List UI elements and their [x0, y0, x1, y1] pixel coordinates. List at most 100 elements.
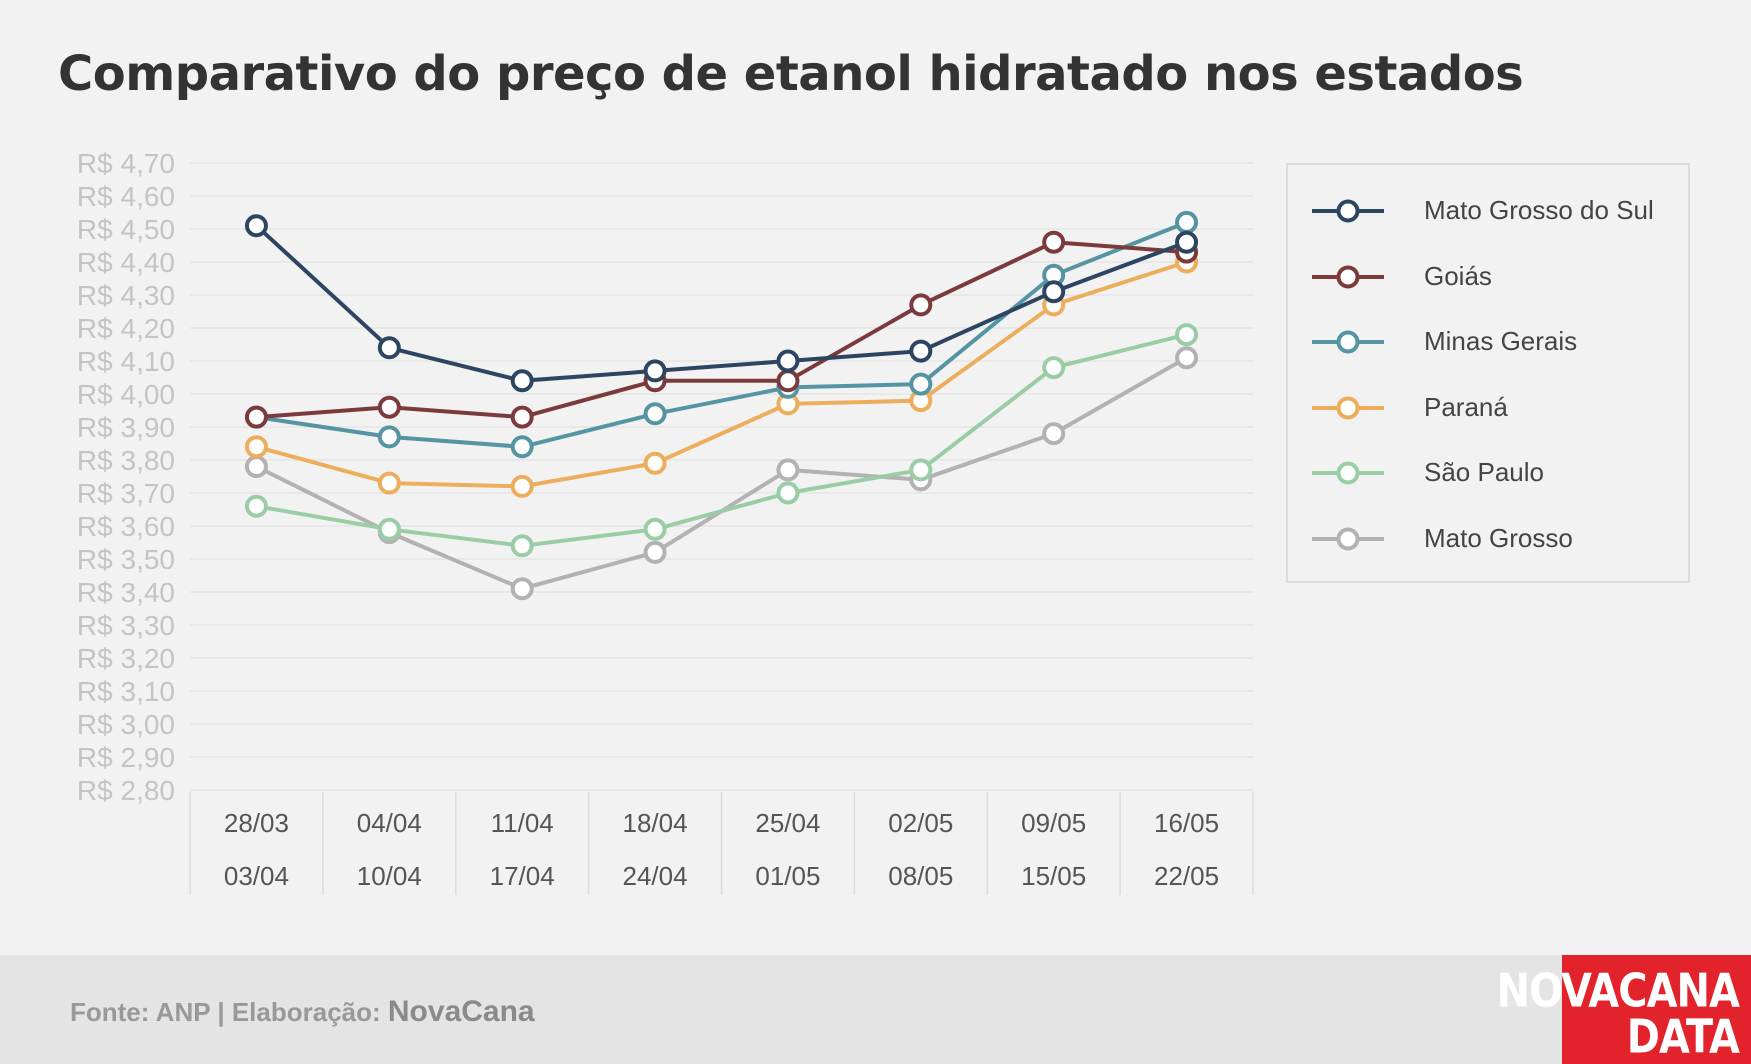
y-tick-label: R$ 4,10: [77, 346, 175, 377]
y-tick-label: R$ 4,60: [77, 181, 175, 212]
data-point: [510, 577, 534, 601]
legend-swatch: [1312, 265, 1384, 289]
x-tick-label-end: 03/04: [224, 861, 289, 891]
data-point: [377, 336, 401, 360]
x-tick-label-start: 25/04: [755, 808, 820, 838]
x-tick-label-end: 15/05: [1021, 861, 1086, 891]
x-tick-label-start: 04/04: [357, 808, 422, 838]
y-tick-label: R$ 4,00: [77, 379, 175, 410]
y-tick-label: R$ 3,40: [77, 577, 175, 608]
data-point: [244, 455, 268, 479]
footer: Fonte: ANP | Elaboração: NovaCana: [0, 955, 1751, 1064]
chart-title: Comparativo do preço de etanol hidratado…: [58, 46, 1524, 102]
data-point: [510, 474, 534, 498]
data-point: [776, 369, 800, 393]
data-point: [909, 372, 933, 396]
y-tick-label: R$ 4,40: [77, 247, 175, 278]
data-point: [1042, 230, 1066, 254]
legend-swatch: [1312, 330, 1384, 354]
data-point: [909, 293, 933, 317]
x-axis: 28/03 03/04 04/04 10/04 11/04 17/04 18/04 24/04…: [189, 792, 1254, 895]
novacana-data-logo: NOVACANA DATA: [1497, 955, 1751, 1064]
x-tick-label-start: 09/05: [1021, 808, 1086, 838]
x-tick-label-start: 16/05: [1154, 808, 1219, 838]
y-tick-label: R$ 3,50: [77, 544, 175, 575]
x-tick-label-start: 18/04: [623, 808, 688, 838]
y-tick-label: R$ 3,30: [77, 610, 175, 641]
data-point: [1175, 230, 1199, 254]
data-point: [510, 435, 534, 459]
y-tick-label: R$ 3,20: [77, 643, 175, 674]
data-point: [1042, 422, 1066, 446]
y-tick-label: R$ 3,10: [77, 676, 175, 707]
series-sao-paulo: [244, 323, 1199, 558]
x-tick-label-end: 17/04: [490, 861, 555, 891]
legend-label: São Paulo: [1424, 457, 1544, 488]
x-tick-label-start: 02/05: [888, 808, 953, 838]
data-point: [1175, 323, 1199, 347]
data-point: [1175, 346, 1199, 370]
source-label: Fonte: ANP | Elaboração:: [70, 997, 381, 1027]
data-point: [643, 540, 667, 564]
data-point: [776, 349, 800, 373]
legend-item: Mato Grosso do Sul: [1312, 191, 1682, 231]
x-tick-label-end: 01/05: [755, 861, 820, 891]
x-tick-label-end: 08/05: [888, 861, 953, 891]
data-point: [377, 425, 401, 449]
data-point: [510, 369, 534, 393]
data-point: [1042, 356, 1066, 380]
data-point: [244, 494, 268, 518]
logo-line-2: DATA: [1626, 1011, 1740, 1064]
data-point: [244, 435, 268, 459]
legend: Mato Grosso do Sul Goiás Minas Gerais Paran…: [1286, 163, 1690, 583]
legend-label: Mato Grosso do Sul: [1424, 195, 1654, 225]
legend-swatch: [1312, 527, 1384, 551]
series-line: [256, 220, 1188, 449]
legend-item: Minas Gerais: [1312, 322, 1682, 362]
series-line: [255, 355, 1188, 591]
data-point: [510, 405, 534, 429]
brand-name: NovaCana: [387, 995, 535, 1028]
y-tick-label: R$ 4,20: [77, 313, 175, 344]
y-tick-label: R$ 4,70: [77, 148, 175, 179]
data-point: [510, 534, 534, 558]
data-point: [643, 402, 667, 426]
data-point: [1175, 210, 1199, 234]
y-tick-label: R$ 2,90: [77, 742, 175, 773]
y-tick-label: R$ 3,70: [77, 478, 175, 509]
legend-item: Goiás: [1312, 257, 1682, 297]
data-point: [244, 405, 268, 429]
legend-swatch: [1312, 396, 1384, 420]
y-tick-label: R$ 3,60: [77, 511, 175, 542]
x-tick-label-start: 28/03: [224, 808, 289, 838]
legend-label: Mato Grosso: [1424, 523, 1573, 553]
series-mato-grosso-do-sul: [244, 214, 1199, 393]
x-tick-label-end: 24/04: [623, 861, 688, 891]
data-point: [1042, 280, 1066, 304]
series-line: [255, 224, 1188, 383]
y-tick-label: R$ 3,00: [77, 709, 175, 740]
legend-label: Minas Gerais: [1424, 326, 1578, 357]
line-chart: R$ 2,80R$ 2,90R$ 3,00R$ 3,10R$ 3,20R$ 3,…: [77, 148, 1254, 895]
series-line: [255, 260, 1188, 489]
x-tick-label-end: 10/04: [357, 861, 422, 891]
data-point: [643, 359, 667, 383]
data-point: [377, 395, 401, 419]
legend-item: Paraná: [1312, 388, 1682, 428]
legend-label: Paraná: [1424, 391, 1508, 422]
data-point: [377, 471, 401, 495]
data-point: [377, 517, 401, 541]
y-axis-ticks: R$ 2,80R$ 2,90R$ 3,00R$ 3,10R$ 3,20R$ 3,…: [77, 148, 175, 806]
data-point: [909, 339, 933, 363]
series-line: [256, 240, 1187, 420]
grid-lines: [190, 162, 1253, 791]
data-point: [776, 481, 800, 505]
data-point: [643, 517, 667, 541]
logo-line-1: NOVACANA: [1496, 965, 1740, 1018]
data-point: [909, 458, 933, 482]
y-tick-label: R$ 4,30: [77, 280, 175, 311]
x-tick-label-end: 22/05: [1154, 861, 1219, 891]
legend-item: Mato Grosso: [1312, 519, 1682, 559]
data-point: [776, 458, 800, 482]
source-note: Fonte: ANP | Elaboração: NovaCana: [70, 995, 535, 1029]
